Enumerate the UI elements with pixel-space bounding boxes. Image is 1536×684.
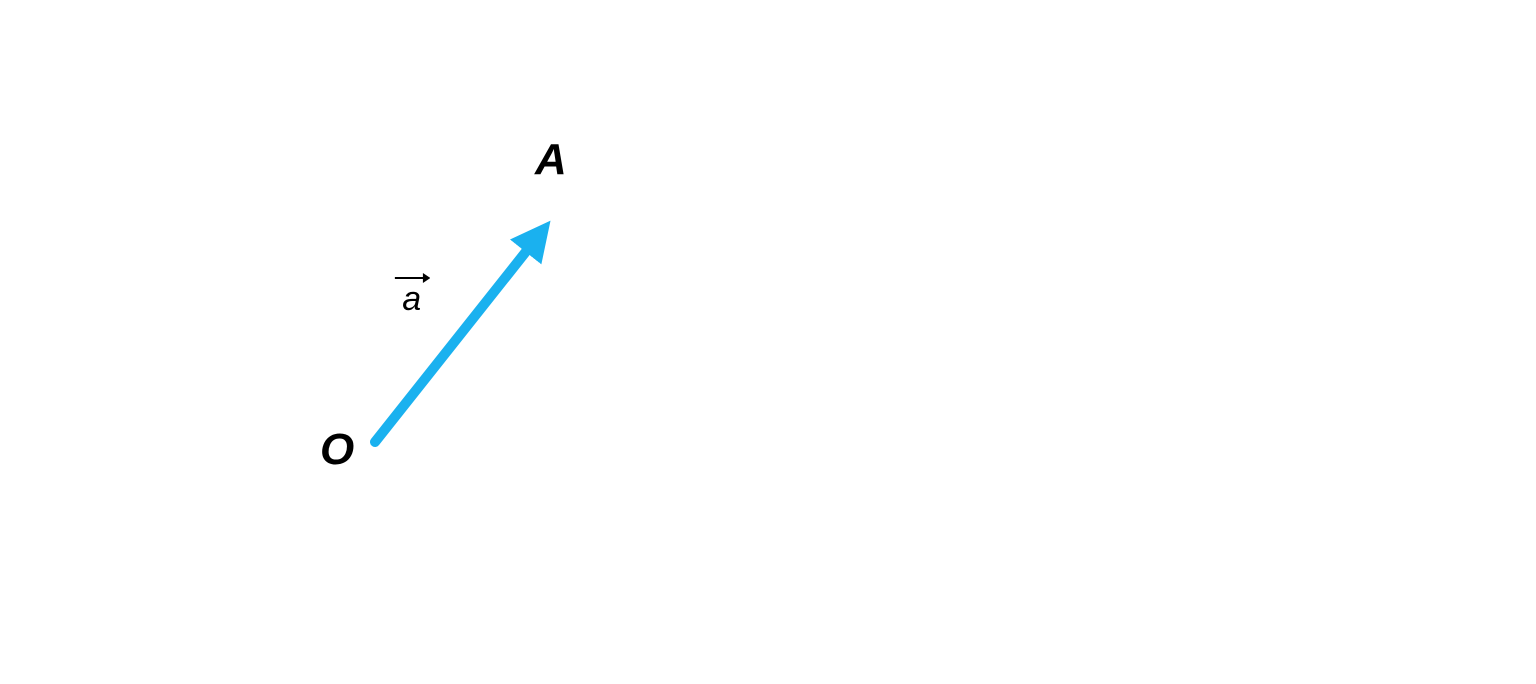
label-vector-name: a xyxy=(393,270,430,319)
label-end-text: A xyxy=(535,135,567,184)
label-origin-text: O xyxy=(320,425,354,474)
label-origin: O xyxy=(320,425,354,475)
label-vector-name-text: a xyxy=(402,280,421,319)
vector-line xyxy=(375,235,539,442)
label-end: A xyxy=(535,135,567,185)
vector-diagram: O A a xyxy=(0,0,1536,684)
vector-arrow-svg xyxy=(0,0,1536,684)
